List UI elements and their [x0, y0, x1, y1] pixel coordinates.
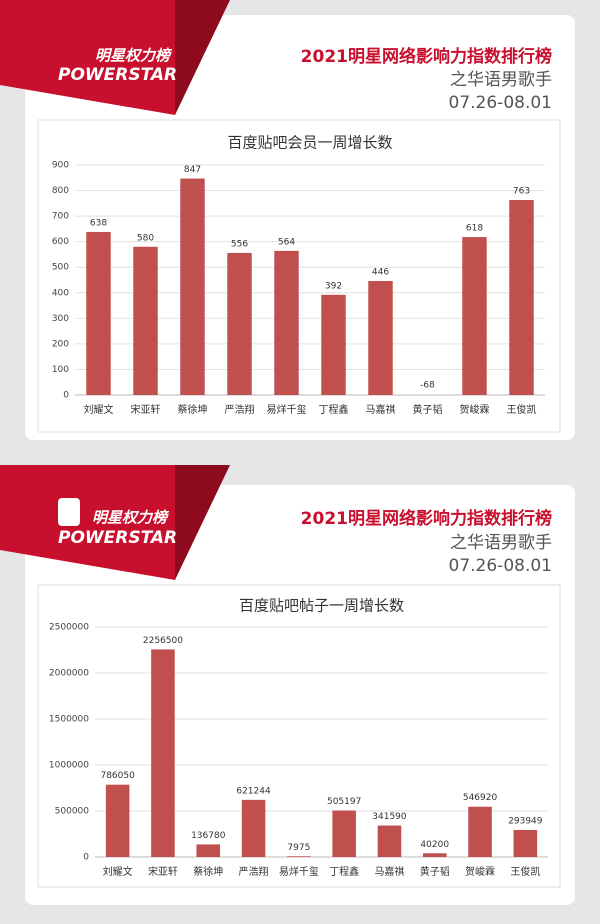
data-label: 446: [372, 268, 389, 278]
x-tick-label: 贺峻霖: [465, 865, 495, 878]
x-tick-label: 蔡徐坤: [193, 865, 223, 878]
x-tick-label: 严浩翔: [225, 403, 255, 416]
bar: [377, 825, 402, 857]
brand: 明星权力榜: [92, 509, 170, 527]
bar: [196, 844, 221, 857]
data-label: 847: [184, 165, 201, 175]
brand: 明星权力榜: [95, 47, 173, 65]
bar: [274, 250, 299, 395]
bar: [332, 810, 356, 857]
logo: POWERSTAR: [58, 65, 177, 85]
y-tick-label: 100: [52, 365, 69, 375]
data-label: 638: [90, 218, 107, 228]
y-tick-label: 200: [52, 339, 69, 349]
fist-icon: [58, 498, 80, 526]
x-tick-label: 易烊千玺: [267, 403, 307, 416]
x-tick-label: 贺峻霖: [460, 403, 490, 416]
data-label: 786050: [100, 771, 135, 781]
x-tick-label: 刘耀文: [103, 865, 133, 878]
bars: [86, 178, 534, 395]
bar: [287, 856, 311, 857]
data-label: 556: [231, 239, 248, 249]
bar: [133, 246, 158, 395]
y-tick-label: 700: [52, 212, 69, 222]
bar: [468, 806, 492, 857]
bar: [422, 853, 447, 857]
bar: [509, 200, 534, 395]
y-tick-label: 1500000: [49, 715, 89, 725]
header-title: 2021明星网络影响力指数排行榜: [301, 508, 552, 529]
header-subtitle: 之华语男歌手: [450, 70, 552, 90]
x-tick-label: 黄子韬: [413, 403, 443, 416]
x-tick-label: 蔡徐坤: [178, 403, 208, 416]
ribbon: [0, 0, 200, 115]
y-tick-label: 1000000: [49, 761, 89, 771]
data-label: 136780: [191, 831, 226, 841]
y-tick-label: 800: [52, 186, 69, 196]
bar: [227, 252, 252, 395]
x-tick-label: 丁程鑫: [319, 403, 349, 416]
bar: [241, 799, 266, 857]
bar: [368, 281, 393, 395]
bar: [86, 231, 111, 395]
x-tick-label: 刘耀文: [84, 403, 114, 416]
header-dates: 07.26-08.01: [449, 556, 552, 576]
bar: [513, 829, 538, 857]
bars: [105, 649, 538, 857]
header-title: 2021明星网络影响力指数排行榜: [301, 46, 552, 67]
header-dates: 07.26-08.01: [449, 93, 552, 113]
y-tick-label: 400: [52, 288, 69, 298]
x-tick-label: 宋亚轩: [131, 403, 161, 416]
bar: [151, 649, 175, 857]
y-tick-label: 2500000: [49, 623, 89, 633]
data-label: 621244: [236, 786, 271, 796]
bar: [321, 294, 346, 395]
chart-title: 百度贴吧帖子一周增长数: [239, 597, 404, 615]
data-label: 580: [137, 233, 154, 243]
ribbon: [0, 465, 200, 580]
data-label: 293949: [508, 816, 543, 826]
logo: POWERSTAR: [58, 528, 177, 548]
data-label: 40200: [420, 840, 449, 850]
chart-title: 百度贴吧会员一周增长数: [227, 134, 392, 152]
bar: [462, 237, 487, 395]
x-tick-label: 黄子韬: [420, 865, 450, 878]
data-label: 7975: [287, 843, 310, 853]
ribbon-shade: [175, 0, 230, 115]
x-tick-label: 易烊千玺: [279, 865, 319, 878]
ribbon-shade: [175, 465, 230, 580]
x-tick-label: 严浩翔: [239, 865, 269, 878]
y-tick-label: 500000: [55, 807, 90, 817]
x-tick-label: 马嘉祺: [374, 865, 404, 878]
header-subtitle: 之华语男歌手: [450, 533, 552, 553]
data-label: 2256500: [143, 636, 183, 646]
y-tick-label: 300: [52, 314, 69, 324]
x-tick-label: 宋亚轩: [148, 865, 178, 878]
y-tick-label: 0: [83, 853, 89, 863]
y-tick-label: 500: [52, 263, 69, 273]
y-tick-label: 600: [52, 237, 69, 247]
x-tick-label: 王俊凯: [507, 403, 537, 416]
x-tick-label: 丁程鑫: [329, 865, 359, 878]
data-label: 618: [466, 224, 483, 234]
y-tick-label: 900: [52, 161, 69, 171]
bar: [180, 178, 205, 395]
x-tick-label: 王俊凯: [510, 865, 540, 878]
data-label: -68: [420, 381, 435, 391]
x-tick-label: 马嘉祺: [366, 403, 396, 416]
y-tick-label: 2000000: [49, 669, 89, 679]
data-label: 546920: [463, 793, 498, 803]
data-label: 564: [278, 237, 295, 247]
data-label: 392: [325, 281, 342, 291]
bar: [105, 784, 130, 857]
data-label: 763: [513, 187, 530, 197]
data-label: 505197: [327, 797, 361, 807]
y-tick-label: 0: [63, 391, 69, 401]
data-label: 341590: [372, 812, 407, 822]
